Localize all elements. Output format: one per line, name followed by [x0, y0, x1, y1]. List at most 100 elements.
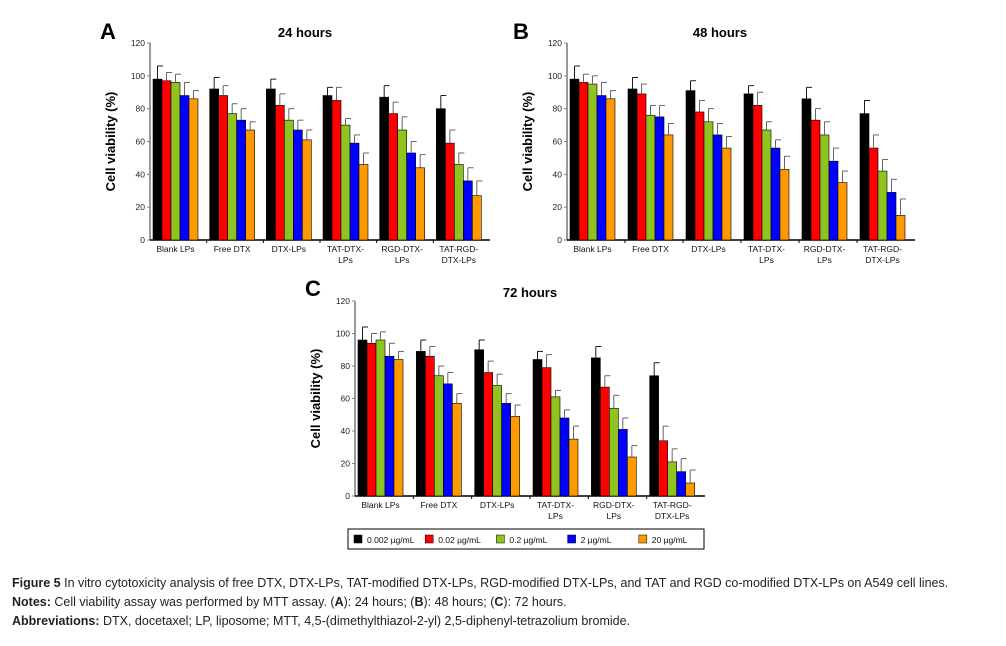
bar: [828, 160, 839, 241]
bar: [568, 438, 579, 497]
bar: [366, 342, 377, 497]
bar: [472, 195, 482, 241]
bar: [761, 129, 772, 241]
legend-box: [347, 528, 705, 550]
y-tick-label: 120: [548, 38, 562, 48]
bar: [436, 108, 446, 241]
bar: [605, 98, 616, 241]
bar: [384, 355, 395, 497]
bar: [375, 339, 386, 497]
x-tick-label: TAT-RGD-: [653, 500, 692, 510]
x-tick-label: TAT-RGD-: [863, 244, 902, 254]
bar: [406, 152, 416, 241]
y-tick-label: 60: [136, 137, 146, 147]
notes-text: ): 48 hours; (: [423, 595, 495, 609]
bar: [703, 121, 714, 241]
x-tick-label: Blank LPs: [573, 244, 611, 254]
bar: [667, 461, 677, 497]
bar: [483, 372, 493, 497]
panel-letter-a: A: [100, 19, 116, 44]
legend-swatch: [638, 534, 648, 544]
bar: [209, 88, 219, 241]
abbreviations-label: Abbreviations:: [12, 614, 100, 628]
bar: [393, 359, 404, 497]
notes-panel-a: A: [334, 595, 344, 609]
bar: [443, 383, 453, 497]
bar: [743, 93, 754, 241]
bar: [452, 403, 462, 497]
bar: [609, 407, 619, 497]
bar: [618, 429, 628, 497]
legend-swatch: [496, 534, 505, 544]
bar: [501, 403, 511, 497]
caption-figure-line: Figure 5 In vitro cytotoxicity analysis …: [12, 574, 997, 593]
x-tick-label: Blank LPs: [156, 244, 194, 254]
x-tick-label: Free DTX: [632, 244, 669, 254]
bar: [868, 147, 879, 241]
x-tick-label: TAT-DTX-: [537, 500, 574, 510]
x-tick-label: TAT-DTX-: [327, 244, 364, 254]
y-axis-label: Cell viability (%): [520, 92, 535, 192]
bar: [569, 78, 580, 241]
bar: [188, 98, 199, 241]
x-tick-label: DTX-LPs: [691, 244, 725, 254]
bar: [877, 170, 888, 241]
x-tick-label: TAT-DTX-: [748, 244, 785, 254]
y-tick-label: 60: [341, 394, 351, 404]
bar: [819, 134, 830, 241]
bar: [293, 129, 303, 241]
x-tick-label: DTX-LPs: [442, 255, 476, 265]
x-tick-label: TAT-RGD-: [439, 244, 478, 254]
bar: [541, 367, 552, 497]
y-tick-label: 100: [131, 71, 145, 81]
bar: [837, 182, 848, 241]
bar: [218, 95, 228, 241]
x-tick-label: RGD-DTX-: [593, 500, 635, 510]
notes-panel-c: C: [494, 595, 504, 609]
bar: [415, 167, 425, 241]
notes-text: ): 72 hours.: [503, 595, 567, 609]
legend-label: 0.02 µg/mL: [438, 535, 481, 545]
caption-notes-line: Notes: Cell viability assay was performe…: [12, 593, 997, 612]
bar: [397, 129, 407, 241]
bar: [886, 192, 897, 241]
x-tick-label: DTX-LPs: [865, 255, 899, 265]
x-tick-label: DTX-LPs: [272, 244, 306, 254]
legend-label: 2 µg/mL: [581, 535, 612, 545]
bar: [331, 100, 342, 241]
bar: [859, 113, 870, 241]
bar: [322, 95, 333, 241]
bar: [694, 111, 705, 241]
bar: [379, 96, 389, 241]
bar: [349, 142, 360, 241]
y-tick-label: 40: [341, 426, 351, 436]
bar: [357, 339, 368, 497]
y-tick-label: 20: [553, 202, 563, 212]
bar: [236, 119, 246, 241]
legend-swatch: [567, 534, 576, 544]
y-tick-label: 40: [136, 169, 146, 179]
bar: [492, 385, 502, 497]
bar: [463, 180, 473, 241]
x-tick-label: LPs: [395, 255, 410, 265]
y-tick-label: 100: [548, 71, 562, 81]
chart-panel-b: B 48 hours Cell viability (%) 0 20 40 60 80 100…: [510, 15, 920, 270]
y-tick-label: 120: [131, 38, 145, 48]
y-tick-label: 20: [136, 202, 146, 212]
x-tick-label: RGD-DTX-: [381, 244, 423, 254]
bar: [559, 417, 570, 497]
bar: [302, 139, 312, 241]
bar: [654, 116, 665, 241]
legend-label: 0.002 µg/mL: [367, 535, 415, 545]
y-tick-label: 80: [553, 104, 563, 114]
chart-title: 48 hours: [693, 25, 747, 40]
y-tick-label: 80: [136, 104, 146, 114]
y-tick-label: 0: [140, 235, 145, 245]
x-tick-label: LPs: [338, 255, 353, 265]
bar: [152, 78, 163, 241]
notes-text: Cell viability assay was performed by MT…: [50, 595, 335, 609]
bar: [416, 351, 426, 497]
bar: [600, 386, 610, 497]
bar: [649, 375, 659, 497]
bar: [645, 114, 656, 241]
